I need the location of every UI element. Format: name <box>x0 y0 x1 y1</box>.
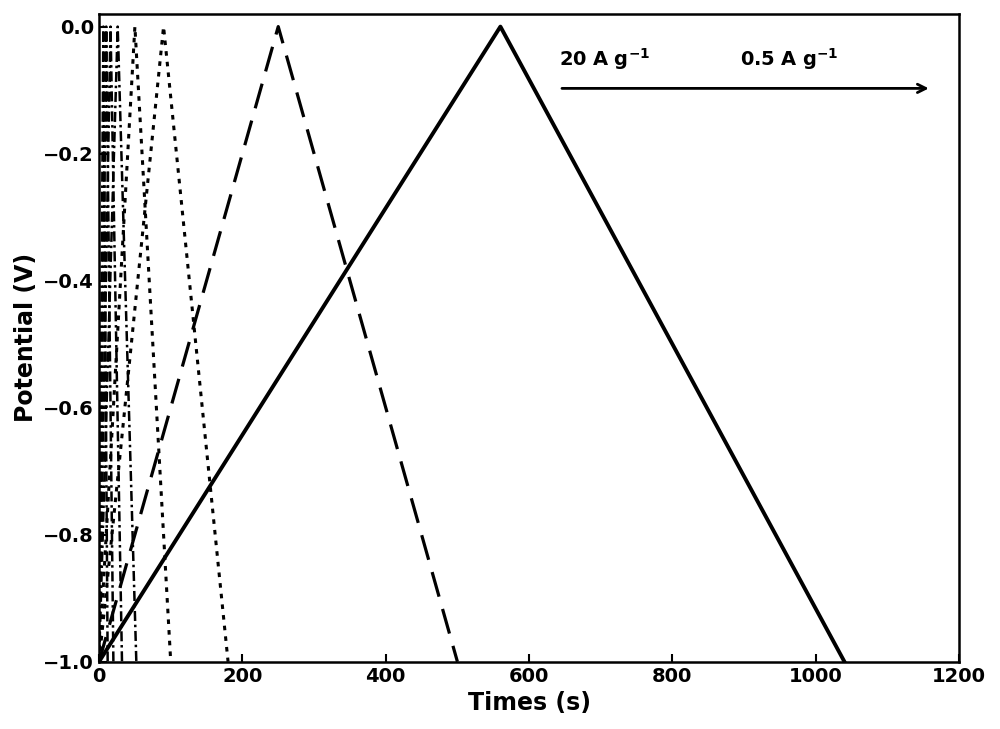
X-axis label: Times (s): Times (s) <box>468 691 591 715</box>
Y-axis label: Potential (V): Potential (V) <box>14 253 38 422</box>
Text: $\mathbf{20\ A\ g^{-1}}$: $\mathbf{20\ A\ g^{-1}}$ <box>559 46 650 72</box>
Text: $\mathbf{0.5\ A\ g^{-1}}$: $\mathbf{0.5\ A\ g^{-1}}$ <box>740 46 838 72</box>
